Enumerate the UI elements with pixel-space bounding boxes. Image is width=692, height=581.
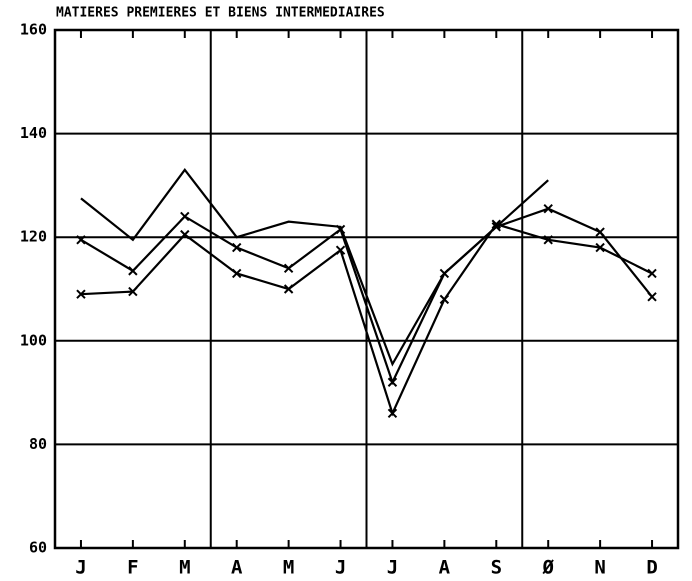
point-marker: [76, 289, 86, 299]
point-marker: [76, 235, 86, 245]
point-marker: [543, 235, 553, 245]
series-line: [80, 222, 653, 417]
y-tick-label: 100: [20, 331, 47, 349]
x-tick-label: M: [179, 557, 190, 579]
point-marker: [439, 294, 450, 305]
point-marker: [439, 268, 450, 279]
x-tick-label: A: [231, 557, 243, 579]
point-marker: [647, 268, 657, 279]
point-marker: [491, 219, 501, 229]
series-line: [80, 207, 653, 386]
x-tick-label: J: [387, 557, 398, 579]
x-tick-label: N: [594, 557, 605, 579]
point-marker: [232, 268, 242, 279]
x-tick-label: M: [283, 557, 294, 579]
point-marker: [595, 227, 605, 237]
y-tick-label: 140: [20, 124, 47, 142]
point-marker: [387, 377, 398, 387]
x-tick-label: D: [646, 557, 657, 579]
y-tick-label: 120: [20, 228, 47, 246]
y-tick-label: 160: [20, 21, 47, 39]
point-marker: [180, 229, 190, 240]
point-marker: [128, 286, 138, 297]
x-tick-label: J: [335, 557, 346, 579]
point-marker: [335, 224, 346, 235]
point-marker: [180, 211, 190, 222]
point-marker: [128, 266, 138, 276]
x-tick-label: J: [75, 557, 86, 579]
point-marker: [543, 204, 553, 214]
y-tick-label: 60: [29, 539, 47, 557]
series-line: [80, 168, 549, 367]
point-marker: [283, 284, 294, 294]
point-marker: [232, 242, 242, 253]
point-marker: [387, 408, 398, 419]
x-tick-label: A: [439, 557, 451, 579]
point-marker: [647, 292, 657, 302]
point-marker: [335, 245, 346, 255]
x-tick-label: S: [491, 557, 502, 579]
x-tick-label: F: [127, 557, 138, 579]
point-marker: [595, 242, 605, 253]
point-marker: [283, 263, 294, 273]
x-tick-label: Ø: [541, 557, 554, 579]
chart-title: MATIERES PREMIERES ET BIENS INTERMEDIAIR…: [56, 6, 385, 21]
y-tick-label: 80: [29, 435, 47, 453]
